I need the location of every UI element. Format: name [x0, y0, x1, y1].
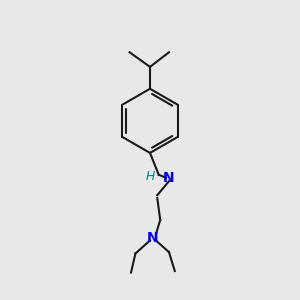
Text: N: N: [147, 230, 159, 244]
Text: N: N: [163, 171, 175, 185]
Text: H: H: [145, 170, 155, 183]
